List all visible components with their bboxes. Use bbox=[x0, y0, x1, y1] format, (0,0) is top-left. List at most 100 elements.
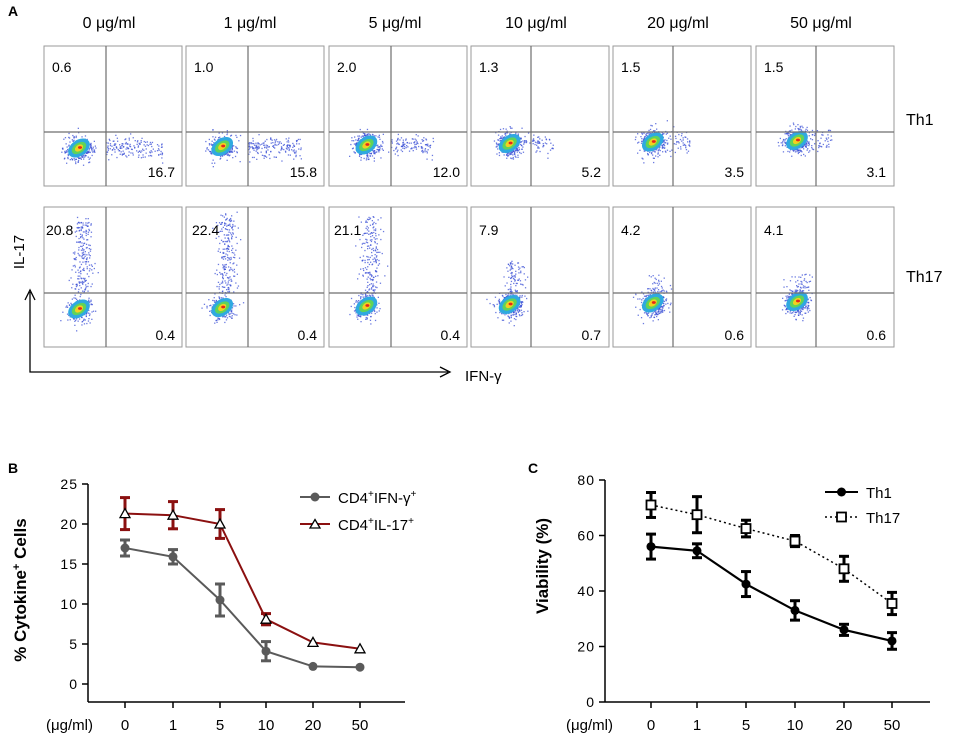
flow-event-dot bbox=[789, 149, 792, 151]
flow-event-dot bbox=[109, 144, 112, 147]
flow-event-dot bbox=[73, 258, 75, 260]
flow-event-dot bbox=[228, 239, 230, 242]
flow-event-dot bbox=[217, 250, 219, 252]
flow-event-dot bbox=[224, 153, 227, 155]
flow-event-dot bbox=[526, 297, 528, 300]
flow-event-dot bbox=[220, 223, 222, 225]
flow-event-dot bbox=[375, 151, 377, 153]
flow-event-dot bbox=[353, 140, 355, 142]
flow-event-dot bbox=[296, 143, 298, 145]
flow-event-dot bbox=[365, 134, 367, 136]
flow-event-dot bbox=[662, 144, 664, 146]
flow-event-dot bbox=[132, 152, 134, 154]
flow-event-dot bbox=[156, 150, 159, 152]
flow-event-dot bbox=[420, 142, 422, 144]
flow-event-dot bbox=[650, 124, 652, 127]
flow-event-dot bbox=[74, 324, 76, 326]
flow-event-dot bbox=[503, 136, 505, 138]
flow-event-dot bbox=[783, 279, 785, 281]
flow-event-dot bbox=[353, 143, 356, 145]
flow-event-dot bbox=[384, 275, 386, 277]
flow-event-dot bbox=[800, 283, 802, 285]
flow-event-dot bbox=[792, 293, 794, 295]
flow-event-dot bbox=[418, 145, 420, 148]
flow-event-dot bbox=[658, 281, 660, 283]
flow-event-dot bbox=[231, 151, 233, 153]
flow-event-dot bbox=[85, 232, 87, 234]
flow-event-dot bbox=[365, 294, 367, 296]
flow-event-dot bbox=[225, 248, 228, 250]
flow-event-dot bbox=[527, 276, 529, 278]
flow-event-dot bbox=[648, 132, 650, 134]
flow-event-dot bbox=[364, 134, 366, 136]
flow-event-dot bbox=[549, 149, 552, 151]
flow-event-dot bbox=[642, 297, 644, 300]
flow-event-dot bbox=[377, 148, 379, 151]
flow-event-dot bbox=[89, 313, 91, 315]
flow-event-dot bbox=[81, 316, 83, 318]
flow-event-dot bbox=[80, 245, 82, 247]
flow-event-dot bbox=[521, 294, 523, 297]
flow-event-dot bbox=[637, 314, 639, 316]
flow-event-dot bbox=[522, 266, 524, 268]
flow-event-dot bbox=[510, 267, 512, 269]
flow-event-dot bbox=[380, 228, 382, 231]
flow-event-dot bbox=[106, 142, 108, 144]
flow-event-dot bbox=[375, 262, 377, 264]
flow-event-dot bbox=[373, 152, 375, 155]
flow-event-dot bbox=[532, 140, 534, 142]
flow-event-dot bbox=[425, 138, 427, 140]
flow-event-dot bbox=[423, 137, 425, 139]
flow-event-dot bbox=[641, 140, 643, 142]
flow-event-dot bbox=[82, 251, 85, 253]
flow-event-dot bbox=[232, 233, 234, 235]
flow-event-dot bbox=[537, 136, 539, 138]
conc-header-3: 10 μg/ml bbox=[505, 15, 567, 32]
flow-event-dot bbox=[230, 150, 232, 153]
flow-event-dot bbox=[212, 299, 214, 302]
flow-event-dot bbox=[787, 150, 789, 153]
flow-event-dot bbox=[790, 133, 792, 136]
flow-event-dot bbox=[822, 143, 824, 146]
flow-event-dot bbox=[665, 298, 668, 300]
flow-event-dot bbox=[524, 135, 526, 138]
flow-event-dot bbox=[76, 227, 78, 229]
flow-event-dot bbox=[378, 134, 380, 136]
flow-event-dot bbox=[382, 133, 384, 135]
flow-event-dot bbox=[285, 147, 288, 149]
flow-event-dot bbox=[139, 143, 141, 145]
flow-event-dot bbox=[802, 307, 805, 309]
flow-event-dot bbox=[391, 146, 393, 149]
flow-event-dot bbox=[497, 139, 500, 141]
flow-event-dot bbox=[353, 151, 355, 153]
flow-event-dot bbox=[511, 291, 513, 293]
flow-event-dot bbox=[379, 308, 381, 310]
flow-event-dot bbox=[231, 245, 233, 247]
flow-event-dot bbox=[140, 140, 142, 142]
flow-event-dot bbox=[511, 272, 513, 274]
flow-event-dot bbox=[381, 140, 384, 143]
flow-event-dot bbox=[218, 231, 220, 233]
flow-event-dot bbox=[116, 147, 118, 149]
flow-event-dot bbox=[125, 155, 127, 157]
flow-event-dot bbox=[121, 147, 123, 149]
flow-event-dot bbox=[522, 146, 524, 148]
flow-event-dot bbox=[518, 268, 520, 271]
flow-event-dot bbox=[422, 140, 424, 142]
flow-event-dot bbox=[654, 277, 656, 279]
flow-event-dot bbox=[657, 289, 660, 291]
flow-event-dot bbox=[234, 225, 236, 227]
flow-event-dot bbox=[678, 133, 680, 136]
flow-event-dot bbox=[650, 152, 653, 155]
flow-event-dot bbox=[659, 149, 661, 152]
flow-event-dot bbox=[355, 301, 357, 303]
flow-event-dot bbox=[224, 258, 227, 260]
flow-event-dot bbox=[372, 296, 374, 298]
flow-event-dot bbox=[372, 294, 374, 297]
flow-event-dot bbox=[670, 138, 672, 140]
flow-event-dot bbox=[508, 316, 511, 319]
flow-event-dot bbox=[94, 145, 96, 147]
flow-event-dot bbox=[552, 144, 554, 146]
flow-event-dot bbox=[533, 139, 535, 142]
flow-event-dot bbox=[120, 151, 122, 153]
